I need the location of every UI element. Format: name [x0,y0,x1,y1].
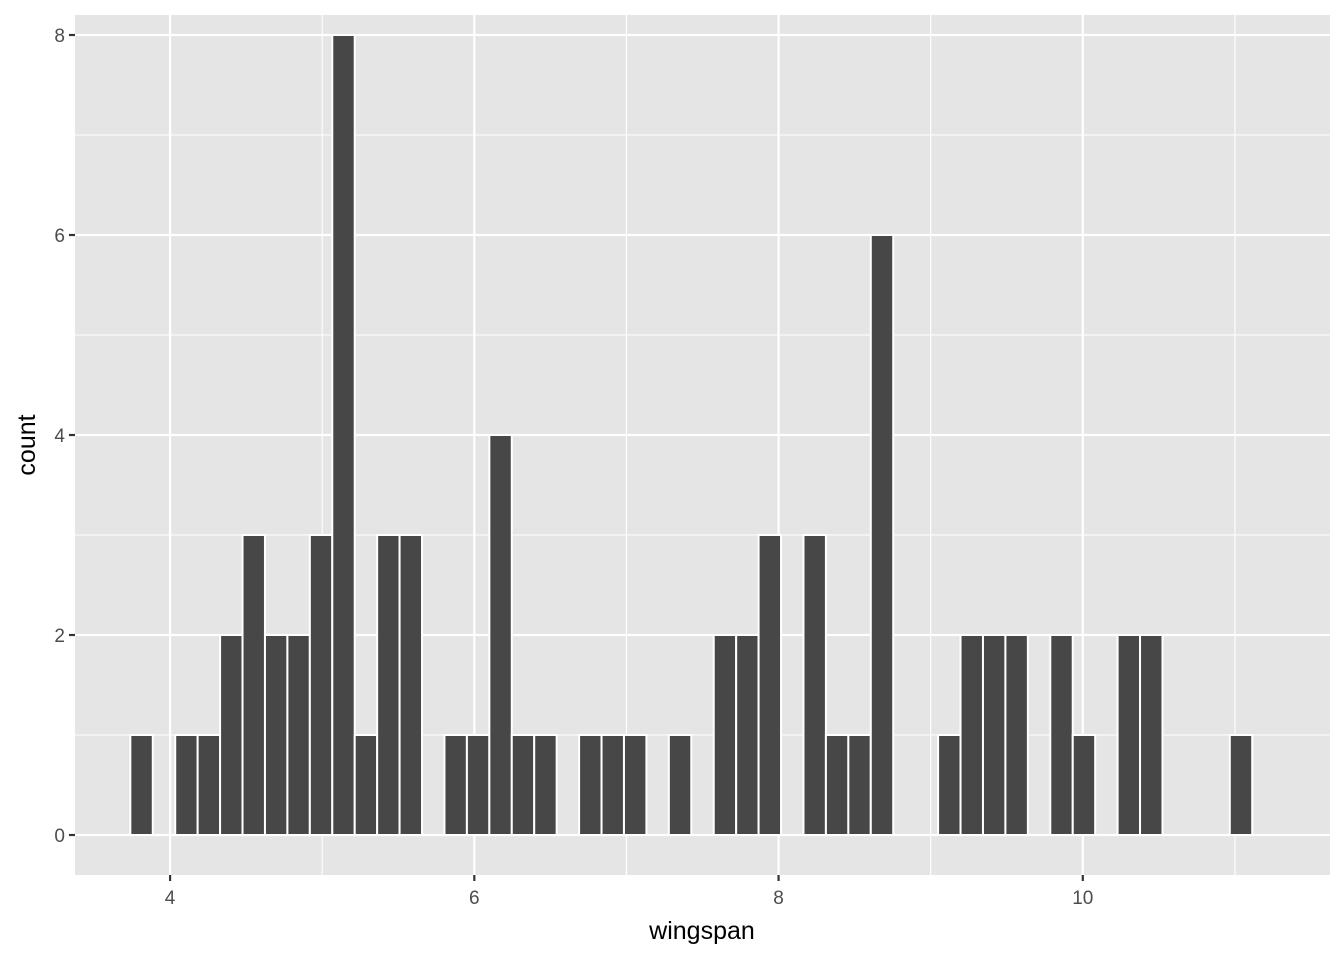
y-tick-label: 0 [54,826,65,847]
histogram-bar [578,734,603,836]
y-tick-label: 8 [54,26,65,47]
histogram-bar [712,634,738,836]
histogram-bar [1228,734,1254,836]
histogram-bar [286,634,311,836]
histogram-bar [824,734,850,836]
y-tick-label: 6 [54,226,65,247]
histogram-bar [465,734,491,836]
histogram-bar [533,734,558,836]
histogram-bar [735,634,760,836]
histogram-bar [959,634,984,836]
histogram-bar [1071,734,1097,836]
x-tick-label: 10 [1072,888,1093,909]
histogram-bar [376,534,401,836]
x-tick-label: 4 [165,888,176,909]
x-tick-label: 6 [469,888,480,909]
histogram-bar [869,234,895,836]
histogram-bar [129,734,154,836]
histogram-bar [600,734,625,836]
histogram-bar [263,634,289,836]
histogram-bar [1139,634,1164,836]
histogram-bar [443,734,468,836]
y-axis: 0 2 4 6 8 [54,26,75,847]
x-axis-title: wingspan [648,917,755,945]
minor-gridlines [75,15,1330,875]
histogram-bar [1116,634,1142,836]
histogram-bar [174,734,199,836]
histogram-bar [1049,634,1074,836]
histogram-bar [488,434,513,836]
histogram-bar [219,634,244,836]
histogram-bar [241,534,266,836]
y-axis-title: count [13,414,41,475]
histogram-bar [308,534,334,836]
histogram-bar [196,734,222,836]
histogram-bar [1004,634,1029,836]
histogram-bars [129,34,1254,836]
histogram-bar [510,734,536,836]
histogram-bar [622,734,648,836]
histogram-bar [667,734,693,836]
x-axis: 4 6 8 10 [165,875,1093,909]
histogram-bar [802,534,827,836]
y-tick-label: 4 [54,426,65,447]
histogram-bar [937,734,962,836]
histogram-bar [353,734,379,836]
y-tick-label: 2 [54,626,65,647]
histogram-bar [398,534,424,836]
histogram-bar [847,734,872,836]
histogram-bar [331,34,356,836]
x-tick-label: 8 [773,888,784,909]
histogram-bar [757,534,783,836]
histogram-bar [981,634,1007,836]
